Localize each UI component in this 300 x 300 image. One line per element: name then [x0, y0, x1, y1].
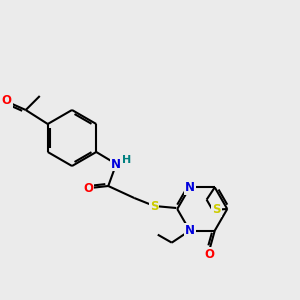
- Text: N: N: [111, 158, 121, 170]
- Text: N: N: [185, 181, 195, 194]
- Text: N: N: [185, 224, 195, 237]
- Text: H: H: [122, 155, 131, 165]
- Text: O: O: [205, 248, 215, 261]
- Text: S: S: [150, 200, 158, 212]
- Text: S: S: [212, 203, 221, 216]
- Text: O: O: [83, 182, 93, 194]
- Text: O: O: [2, 94, 12, 107]
